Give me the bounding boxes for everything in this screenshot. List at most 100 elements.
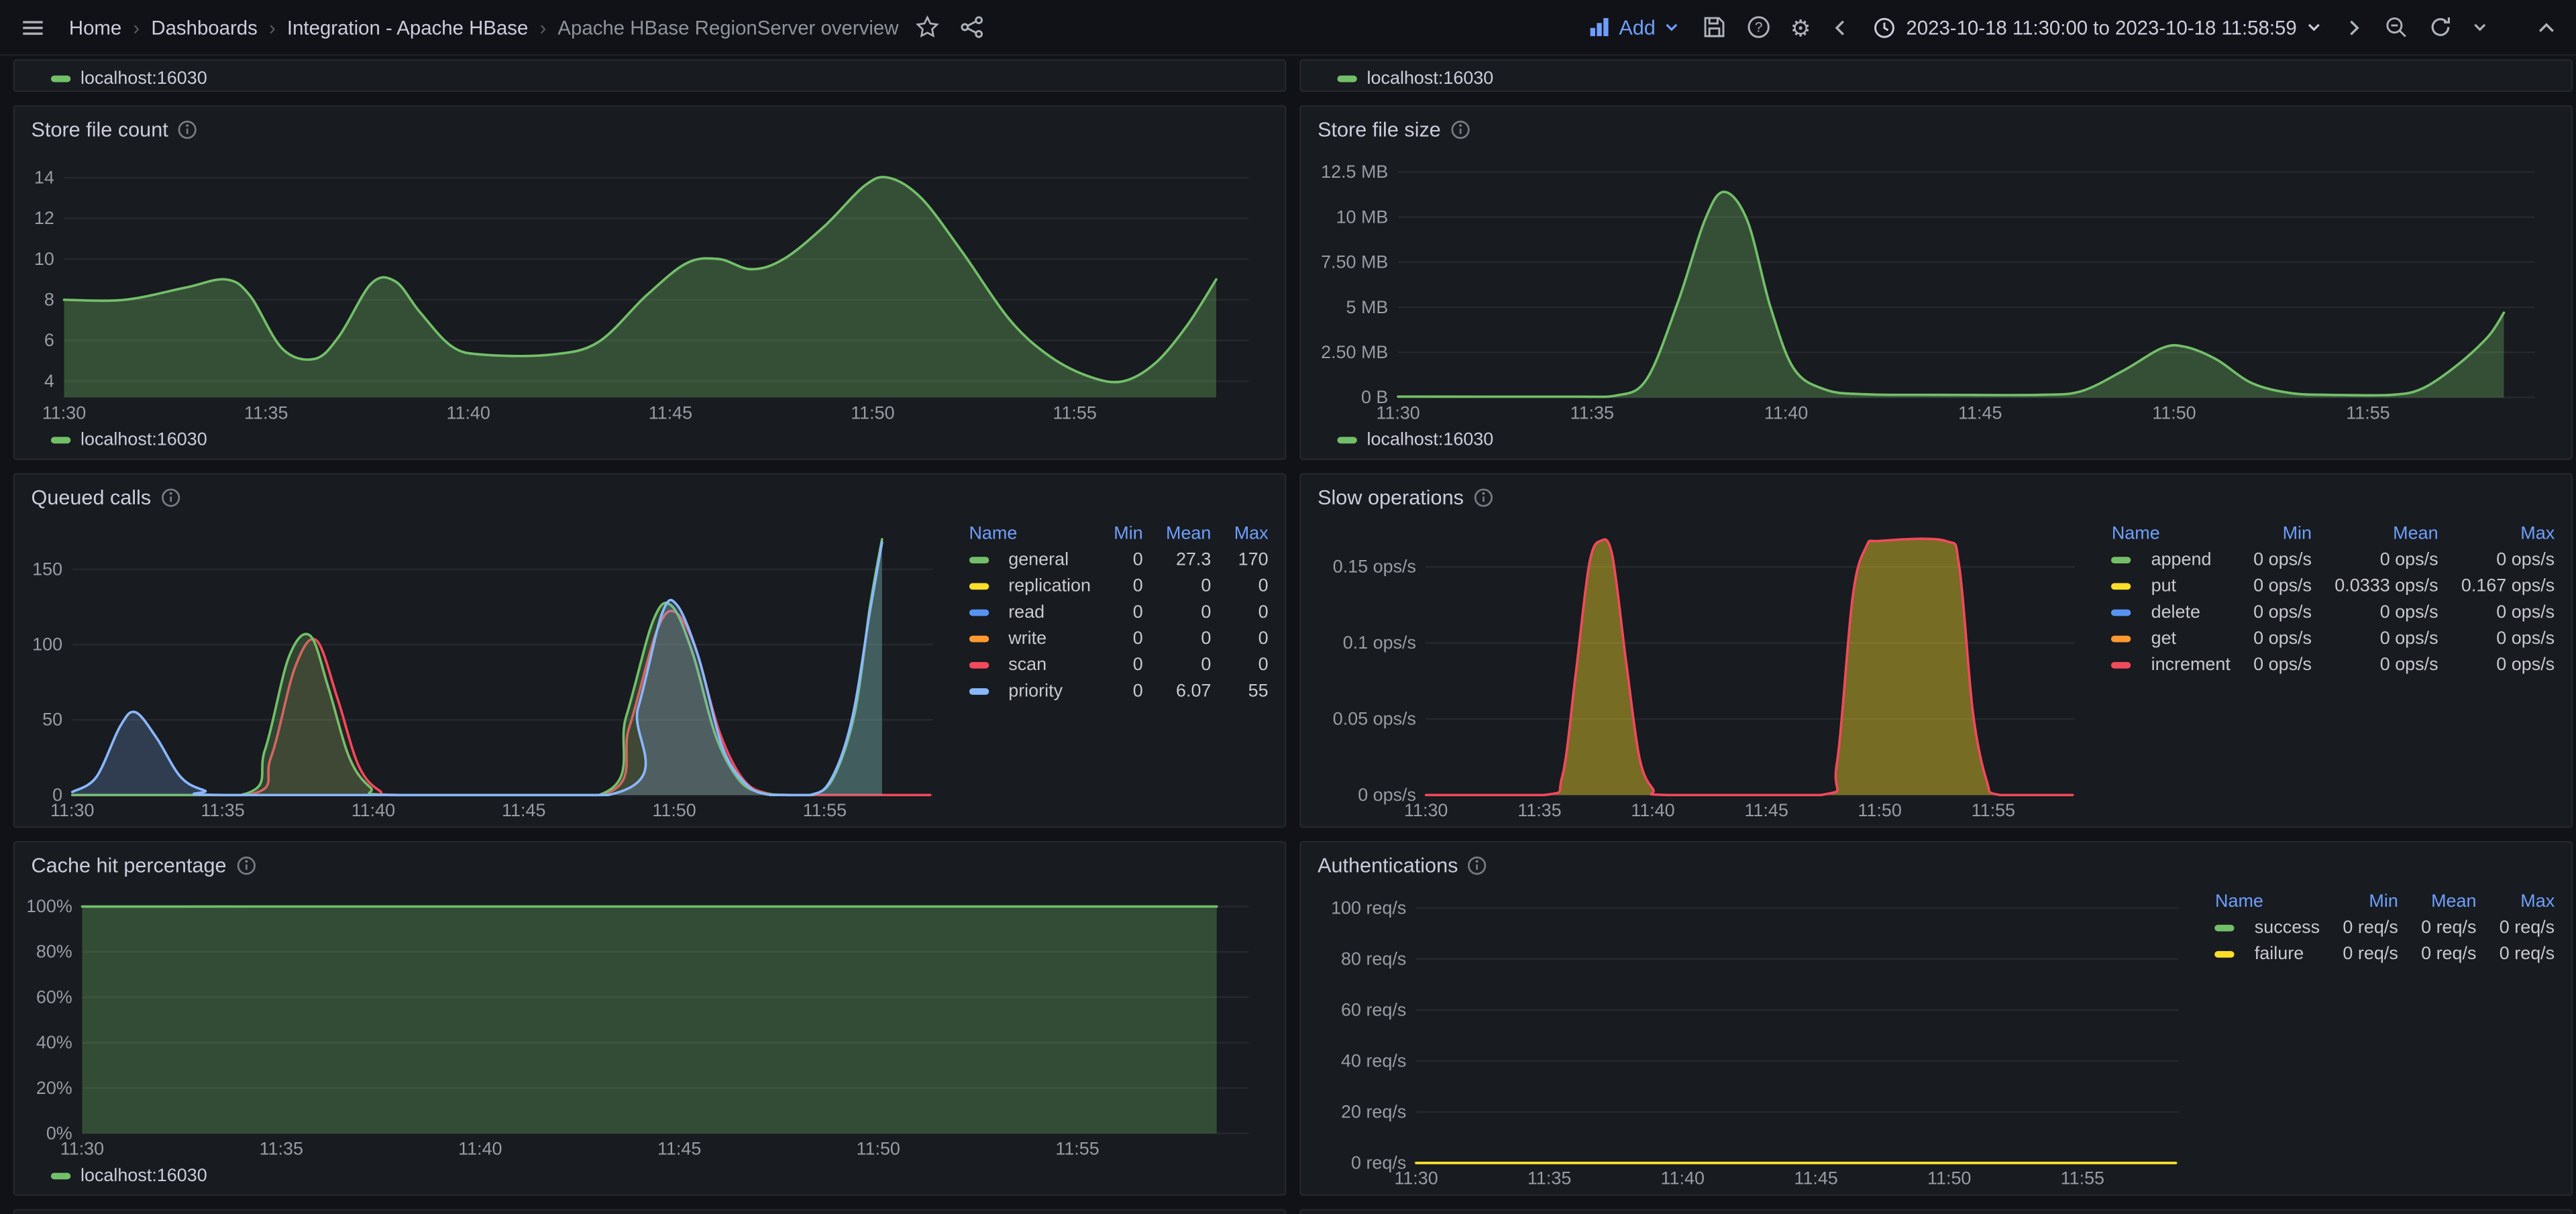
legend-item[interactable]: localhost:16030 <box>50 431 207 450</box>
y-axis-tick-label: 40 req/s <box>1341 1050 1406 1070</box>
panel-info-icon[interactable] <box>178 120 197 140</box>
menu-button[interactable] <box>16 11 49 44</box>
help-button[interactable]: ? <box>1743 11 1774 43</box>
y-axis-tick-label: 6 <box>44 330 54 350</box>
series-color-swatch <box>50 1172 71 1180</box>
series-color-swatch <box>1337 437 1357 444</box>
series-line <box>62 175 1218 384</box>
legend-item[interactable]: localhost:16030 <box>50 1166 207 1186</box>
y-axis-tick-label: 100 req/s <box>1331 897 1406 918</box>
cache-hit-percentage-chart[interactable]: 0% 20% 40% 60% 80% 100% 11:30 11:35 11:40 11:45 11… <box>26 882 1272 1161</box>
legend-item[interactable]: localhost:16030 <box>1337 69 1493 89</box>
x-axis-tick-label: 11:35 <box>201 800 244 820</box>
series-area <box>72 542 882 795</box>
panel-authentications: Authentications 0 req/s 20 req/s 40 req/s 6… <box>1299 840 2573 1196</box>
breadcrumb-dashboards[interactable]: Dashboards <box>151 15 258 39</box>
panel-header[interactable]: Cache hit percentage <box>28 849 1272 882</box>
slow-operations-legend-table: Name Min Mean Max append 0 ops/s 0 ops/s 0 ops/… <box>2111 524 2555 675</box>
y-axis-tick-label: 40% <box>36 1032 72 1052</box>
x-axis-tick-label: 11:50 <box>2152 402 2196 423</box>
zoom-out-button[interactable] <box>2381 11 2412 43</box>
legend-label: localhost:16030 <box>1366 430 1494 451</box>
breadcrumb-integration-apache-hbase[interactable]: Integration - Apache HBase <box>286 15 529 39</box>
legend-item[interactable]: localhost:16030 <box>50 69 207 89</box>
legend-column-mean[interactable]: Mean <box>2431 891 2477 912</box>
panel-title: Queued calls <box>31 486 152 510</box>
y-axis-tick-label: 0% <box>46 1123 72 1143</box>
x-axis-tick-label: 11:50 <box>1858 800 1901 820</box>
legend-column-min[interactable]: Min <box>2282 524 2312 544</box>
add-button[interactable]: Add <box>1582 12 1684 42</box>
panel-info-icon[interactable] <box>236 856 256 875</box>
panel-header[interactable]: Store file size <box>1314 113 2558 146</box>
y-axis-tick-label: 0.05 ops/s <box>1333 708 1416 728</box>
panel-title: Authentications <box>1318 854 1458 877</box>
panel-store-file-count: Store file count 4 6 8 10 12 14 11:30 11:35 11:4… <box>13 105 1287 460</box>
authentications-chart[interactable]: 0 req/s 20 req/s 40 req/s 60 req/s 80 req/s 1… <box>1314 882 2202 1191</box>
time-shift-back-button[interactable] <box>1827 14 1854 40</box>
x-axis-tick-label: 11:30 <box>1394 1168 1438 1189</box>
x-axis-tick-label: 11:30 <box>1404 800 1448 820</box>
breadcrumb-separator-icon: › <box>268 15 276 39</box>
panel-title: Store file count <box>31 118 168 142</box>
x-axis-tick-label: 11:30 <box>1376 402 1419 423</box>
legend-column-max[interactable]: Max <box>2520 891 2555 912</box>
panel-info-icon[interactable] <box>161 488 180 507</box>
y-axis-tick-label: 0 B <box>1361 387 1388 407</box>
x-axis-tick-label: 11:40 <box>1631 800 1674 820</box>
series-color-swatch <box>2215 950 2235 958</box>
time-range-picker[interactable]: 2023-10-18 11:30:00 to 2023-10-18 11:58:… <box>1867 12 2328 42</box>
y-axis-tick-label: 100% <box>28 896 72 916</box>
legend-column-name[interactable]: Name <box>2215 891 2263 912</box>
panel-legend: localhost:16030 <box>28 64 1272 91</box>
gear-icon: ⚙ <box>1790 13 1811 40</box>
legend-item[interactable]: localhost:16030 <box>1337 431 1493 450</box>
save-dashboard-button[interactable] <box>1698 11 1729 43</box>
y-axis-tick-label: 0.15 ops/s <box>1333 557 1416 577</box>
y-axis-tick-label: 20 req/s <box>1341 1102 1406 1122</box>
y-axis-tick-label: 4 <box>44 371 54 391</box>
panel-partial-top-right: localhost:16030 <box>1299 59 2573 93</box>
x-axis-tick-label: 11:40 <box>1764 402 1808 423</box>
panel-info-icon[interactable] <box>1468 856 1487 875</box>
store-file-size-chart[interactable]: 0 B 2.50 MB 5 MB 7.50 MB 10 MB 12.5 MB 11:30 11… <box>1314 146 2558 425</box>
panel-info-icon[interactable] <box>1474 488 1493 507</box>
legend-column-min[interactable]: Min <box>2369 891 2398 912</box>
collapse-topbar-button[interactable] <box>2533 14 2559 40</box>
legend-column-max[interactable]: Max <box>2520 524 2555 544</box>
series-color-swatch <box>969 583 989 590</box>
store-file-count-chart[interactable]: 4 6 8 10 12 14 11:30 11:35 11:40 11:45 11:50 11:55 <box>28 146 1272 425</box>
y-axis-tick-label: 50 <box>42 710 62 730</box>
x-axis-tick-label: 11:30 <box>60 1139 104 1159</box>
series-color-swatch <box>2111 661 2132 669</box>
legend-column-mean[interactable]: Mean <box>1166 524 1212 544</box>
panel-info-icon[interactable] <box>1451 120 1470 140</box>
add-panel-icon <box>1591 17 1609 36</box>
legend-column-mean[interactable]: Mean <box>2393 524 2438 544</box>
hamburger-icon <box>23 20 43 34</box>
breadcrumb-home[interactable]: Home <box>68 15 122 39</box>
queued-calls-chart[interactable]: 0 50 100 150 11:30 11:35 11:40 11:45 11:50 11:55 <box>28 514 956 823</box>
x-axis-tick-label: 11:45 <box>1794 1168 1837 1189</box>
panel-header[interactable]: Store file count <box>28 113 1272 146</box>
slow-operations-chart[interactable]: 0 ops/s 0.05 ops/s 0.1 ops/s 0.15 ops/s 11:3… <box>1314 514 2098 823</box>
dashboard-settings-button[interactable]: ⚙ <box>1787 12 1815 42</box>
panel-header[interactable]: Authentications <box>1314 849 2558 882</box>
panel-title: Cache hit percentage <box>31 854 227 877</box>
x-axis-tick-label: 11:55 <box>2061 1168 2104 1189</box>
x-axis-tick-label: 11:30 <box>50 800 94 820</box>
panel-header[interactable]: Queued calls <box>28 482 1272 514</box>
panel-header[interactable]: Slow operations <box>1314 482 2558 514</box>
time-shift-forward-button[interactable] <box>2341 14 2367 40</box>
series-line <box>70 541 883 797</box>
series-area <box>1398 192 2504 398</box>
legend-column-max[interactable]: Max <box>1234 524 1269 544</box>
favorite-star-button[interactable] <box>912 11 943 43</box>
legend-column-name[interactable]: Name <box>969 524 1018 544</box>
share-button[interactable] <box>956 11 987 43</box>
refresh-interval-dropdown[interactable] <box>2469 16 2491 38</box>
chevron-up-icon <box>2538 22 2554 32</box>
refresh-button[interactable] <box>2425 11 2457 43</box>
legend-column-min[interactable]: Min <box>1114 524 1143 544</box>
legend-column-name[interactable]: Name <box>2111 524 2160 544</box>
